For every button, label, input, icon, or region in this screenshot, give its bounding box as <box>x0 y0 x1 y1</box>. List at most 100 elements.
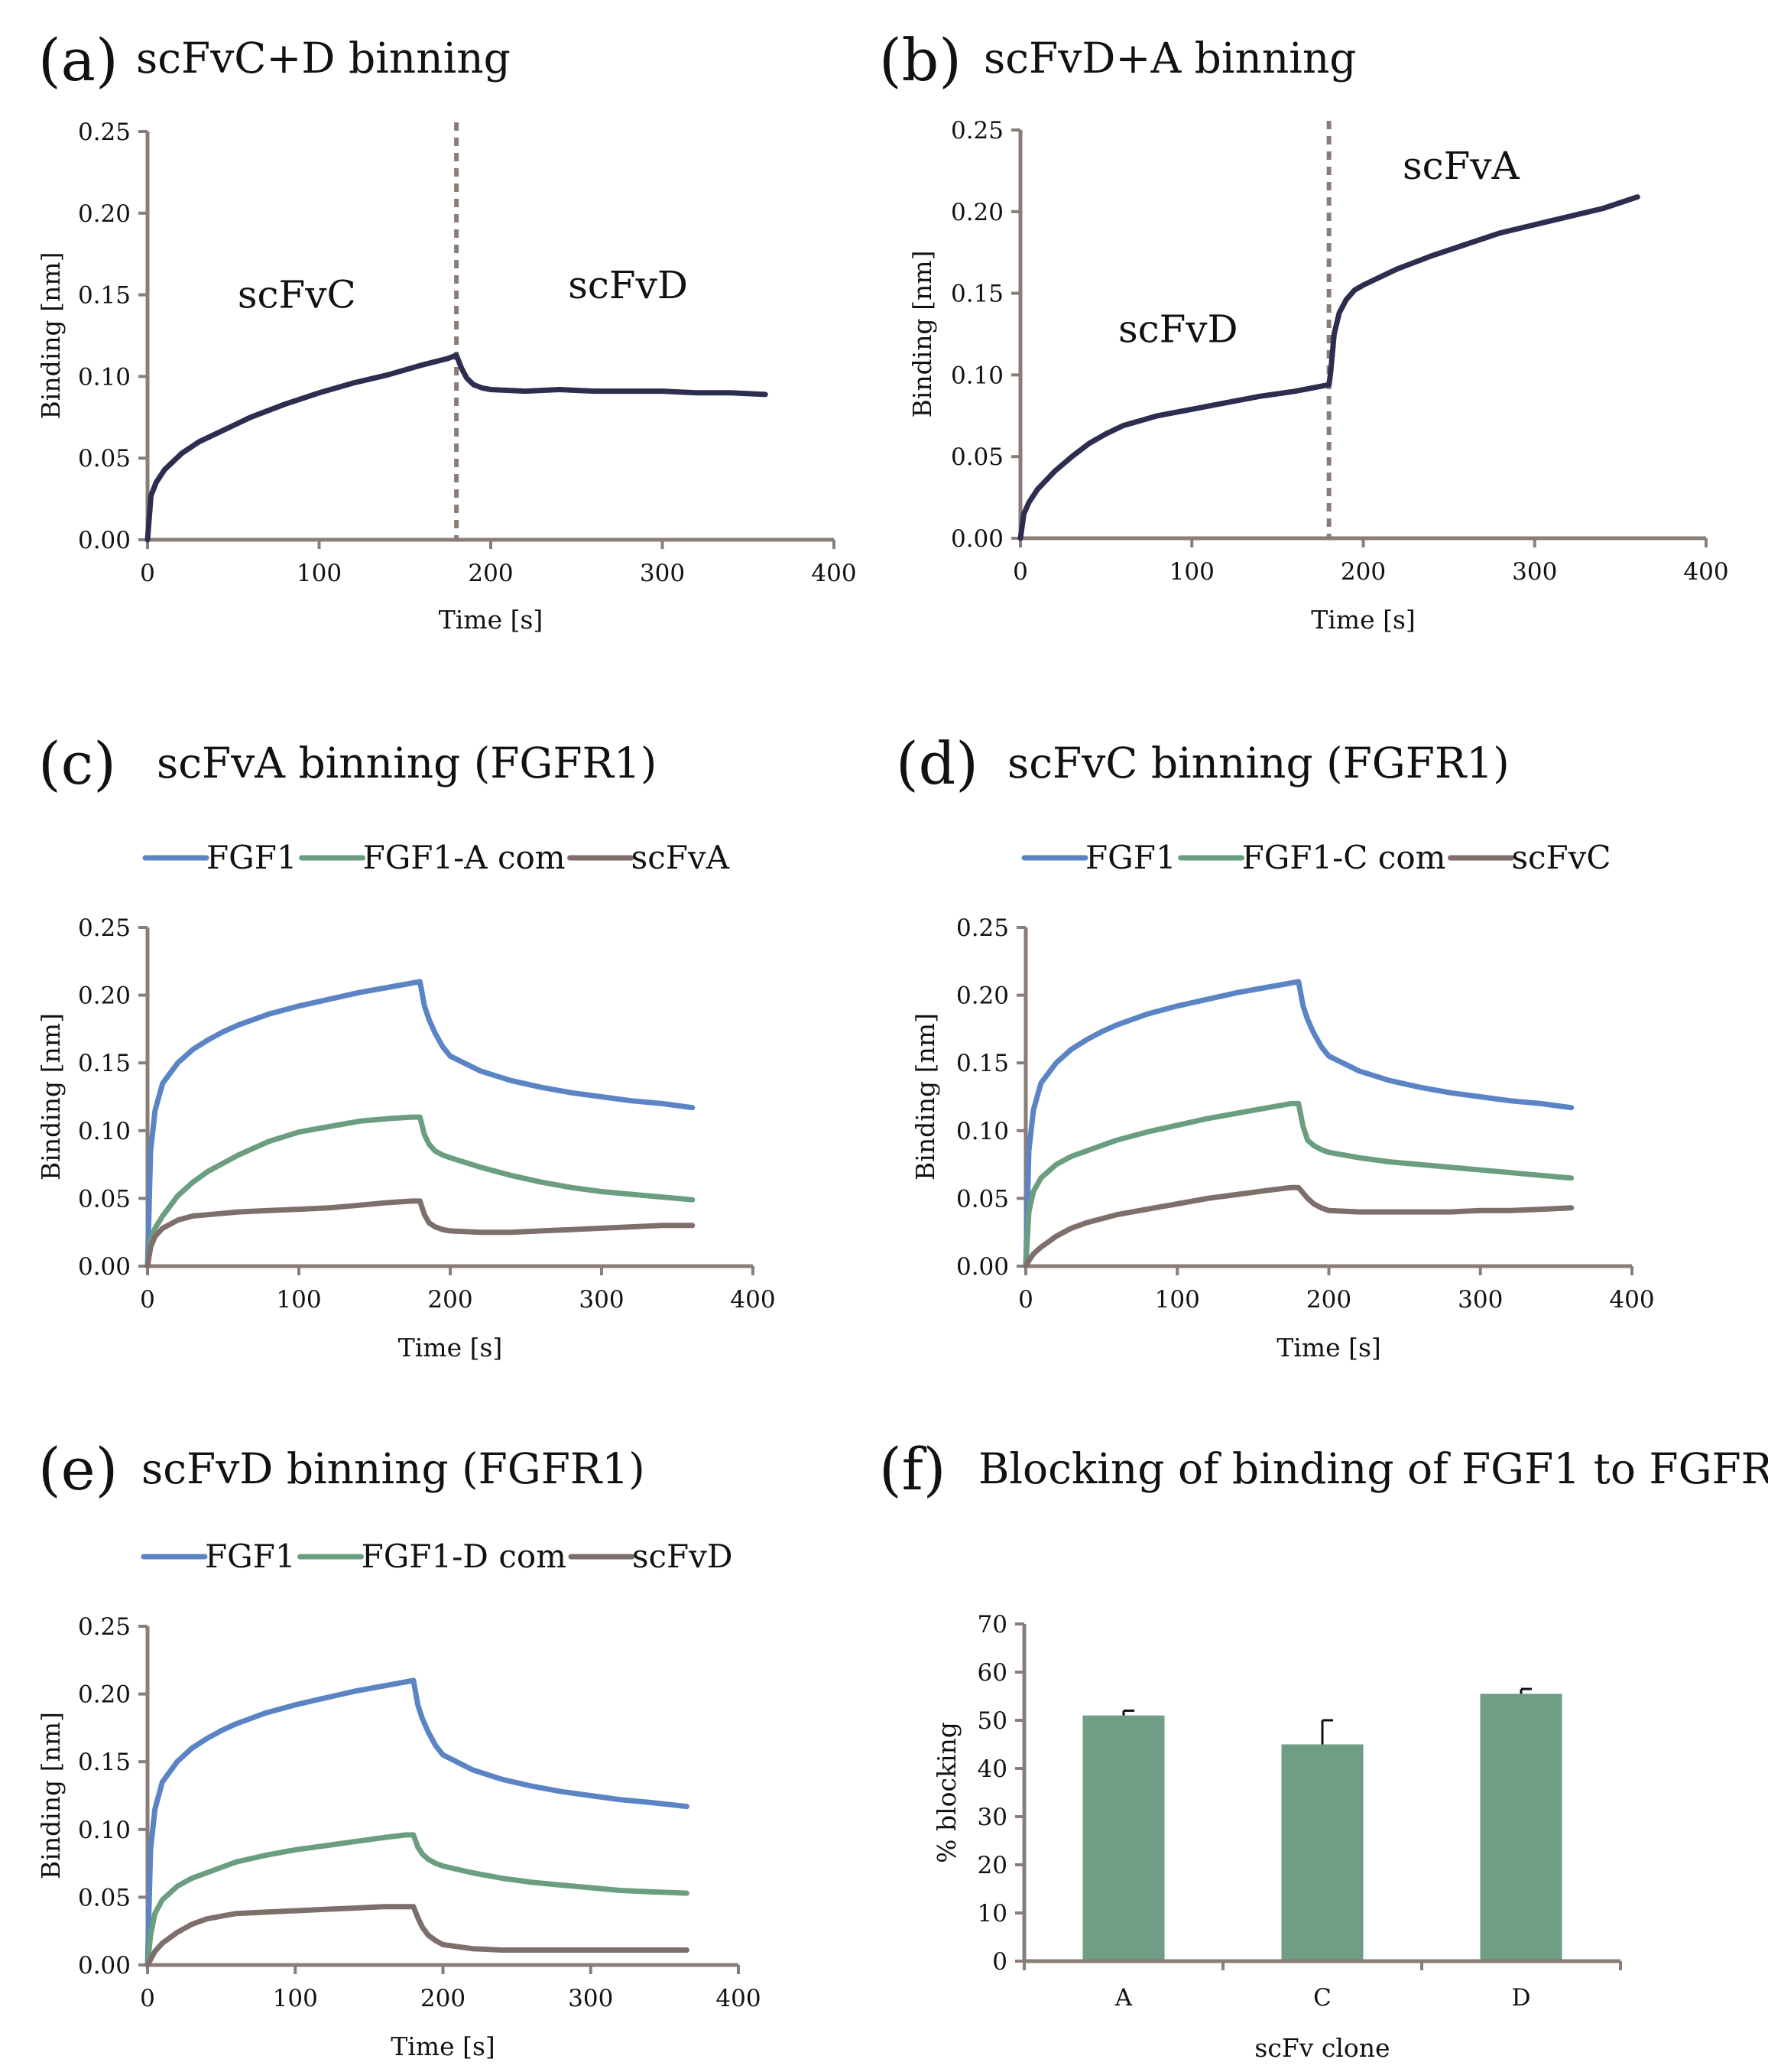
x-tick-label: 200 <box>468 560 513 587</box>
y-tick-label: 0.10 <box>78 363 131 391</box>
x-tick-label: 100 <box>297 560 342 587</box>
y-axis-title: Binding [nm] <box>907 251 937 418</box>
y-axis-title: % blocking <box>932 1722 962 1863</box>
y-tick-label: 0.10 <box>78 1817 131 1844</box>
x-axis-title: Time [s] <box>391 2031 495 2061</box>
y-axis-title: Binding [nm] <box>36 252 66 420</box>
y-tick-label: 20 <box>978 1852 1007 1879</box>
y-tick-label: 0.00 <box>78 527 131 554</box>
x-tick-label: 200 <box>420 1985 466 2012</box>
y-tick-label: 0.15 <box>956 1050 1009 1077</box>
y-tick-label: 0.00 <box>78 1253 131 1281</box>
panel-label: (d) <box>896 729 978 797</box>
y-tick-label: 0.15 <box>951 281 1004 308</box>
panel-f: (f) Blocking of binding of FGF1 to FGFR1 0… <box>879 1435 1768 2063</box>
series-line-binding <box>144 352 768 543</box>
y-tick-label: 0.05 <box>78 1185 131 1213</box>
legend-label: FGF1 <box>205 1538 296 1575</box>
y-tick-label: 0.10 <box>951 362 1004 389</box>
legend-label: scFvA <box>631 839 730 876</box>
y-tick-label: 60 <box>978 1659 1007 1687</box>
x-tick-label: 0 <box>1018 1286 1033 1314</box>
x-tick-label: 400 <box>1683 558 1728 586</box>
x-tick-label: 0 <box>140 560 155 587</box>
series-line-fgf1-c-com <box>1023 1100 1575 1269</box>
legend-label: FGF1-D com <box>362 1538 566 1575</box>
y-tick-label: 0.25 <box>956 914 1009 942</box>
x-tick-label: 100 <box>276 1286 321 1314</box>
series-line-fgf1 <box>144 979 696 1269</box>
panel-c: (c) scFvA binning (FGFR1) 0.00 0.05 0.10 0.15… <box>36 729 776 1362</box>
x-tick-label: 400 <box>730 1286 775 1314</box>
annotation-label: scFvD <box>1118 307 1238 352</box>
y-tick-label: 0.00 <box>951 525 1004 553</box>
x-tick-label: 300 <box>568 1985 613 2012</box>
x-tick-label: 0 <box>140 1985 155 2012</box>
x-axis-title: Time [s] <box>398 1333 503 1362</box>
bar-d <box>1480 1694 1562 1961</box>
x-tick-label: 200 <box>1341 558 1386 586</box>
panel-title: scFvA binning (FGFR1) <box>157 739 657 788</box>
y-tick-label: 0.25 <box>951 117 1004 145</box>
y-tick-label: 0.20 <box>78 1681 131 1709</box>
series-line-fgf1-a-com <box>144 1114 696 1269</box>
y-tick-label: 0.25 <box>78 1613 131 1641</box>
panel-title: scFvC+D binning <box>136 34 511 83</box>
y-tick-label: 10 <box>978 1900 1007 1927</box>
x-tick-label: 0 <box>140 1286 155 1314</box>
annotation-label: scFvA <box>1403 144 1520 188</box>
x-tick-label: 400 <box>715 1985 761 2012</box>
x-tick-label: A <box>1114 1984 1133 2012</box>
panel-label: (f) <box>879 1435 946 1503</box>
legend-label: FGF1 <box>206 839 297 876</box>
y-tick-label: 70 <box>978 1611 1007 1638</box>
y-tick-label: 0.25 <box>78 119 131 146</box>
bar-c <box>1281 1744 1364 1961</box>
panel-title: scFvC binning (FGFR1) <box>1007 739 1510 788</box>
legend-label: FGF1 <box>1085 839 1176 876</box>
x-tick-label: 400 <box>811 560 856 587</box>
y-tick-label: 0.05 <box>78 1884 131 1911</box>
y-tick-label: 0.00 <box>956 1253 1009 1281</box>
panel-label: (c) <box>38 729 116 797</box>
x-tick-label: 100 <box>273 1985 318 2012</box>
panel-title: scFvD+A binning <box>984 34 1357 83</box>
panel-title: Blocking of binding of FGF1 to FGFR1 <box>978 1444 1768 1493</box>
y-tick-label: 0.20 <box>78 982 131 1010</box>
x-axis-title: scFv clone <box>1254 2033 1390 2063</box>
x-tick-label: 300 <box>1512 558 1557 586</box>
x-tick-label: 300 <box>640 560 685 587</box>
panel-label: (a) <box>38 26 118 94</box>
series-line-scfvd <box>144 1904 689 1968</box>
y-tick-label: 0.10 <box>956 1118 1009 1145</box>
x-tick-label: 200 <box>427 1286 472 1314</box>
x-tick-label: 100 <box>1155 1286 1200 1314</box>
x-tick-label: 100 <box>1169 558 1215 586</box>
y-tick-label: 0.20 <box>78 200 131 228</box>
x-tick-label: 300 <box>1458 1286 1503 1314</box>
x-tick-label: 200 <box>1306 1286 1351 1314</box>
y-tick-label: 0.05 <box>951 443 1004 471</box>
x-axis-title: Time [s] <box>1311 605 1416 635</box>
legend-label: scFvD <box>632 1538 733 1575</box>
y-tick-label: 30 <box>978 1804 1007 1831</box>
y-tick-label: 0 <box>992 1948 1007 1976</box>
y-tick-label: 0.15 <box>78 282 131 310</box>
legend-label: FGF1-C com <box>1242 839 1446 876</box>
x-tick-label: C <box>1313 1984 1332 2012</box>
series-line-scfvc <box>1023 1184 1575 1269</box>
series-line-fgf1-d-com <box>144 1832 689 1968</box>
y-axis-title: Binding [nm] <box>36 1712 66 1879</box>
y-tick-label: 0.10 <box>78 1118 131 1145</box>
annotation-label: scFvC <box>238 273 356 317</box>
y-tick-label: 0.05 <box>78 445 131 473</box>
y-tick-label: 40 <box>978 1755 1007 1783</box>
y-tick-label: 0.00 <box>78 1952 131 1979</box>
y-axis-title: Binding [nm] <box>910 1013 940 1181</box>
y-tick-label: 0.15 <box>78 1050 131 1077</box>
annotation-label: scFvD <box>568 263 688 307</box>
y-axis-title: Binding [nm] <box>36 1013 66 1181</box>
panel-d: (d) scFvC binning (FGFR1) 0.00 0.05 0.10 0.15… <box>896 729 1655 1362</box>
panel-b: (b) scFvD+A binning 0.00 0.05 0.10 0.15 0.20 0.… <box>879 26 1729 635</box>
